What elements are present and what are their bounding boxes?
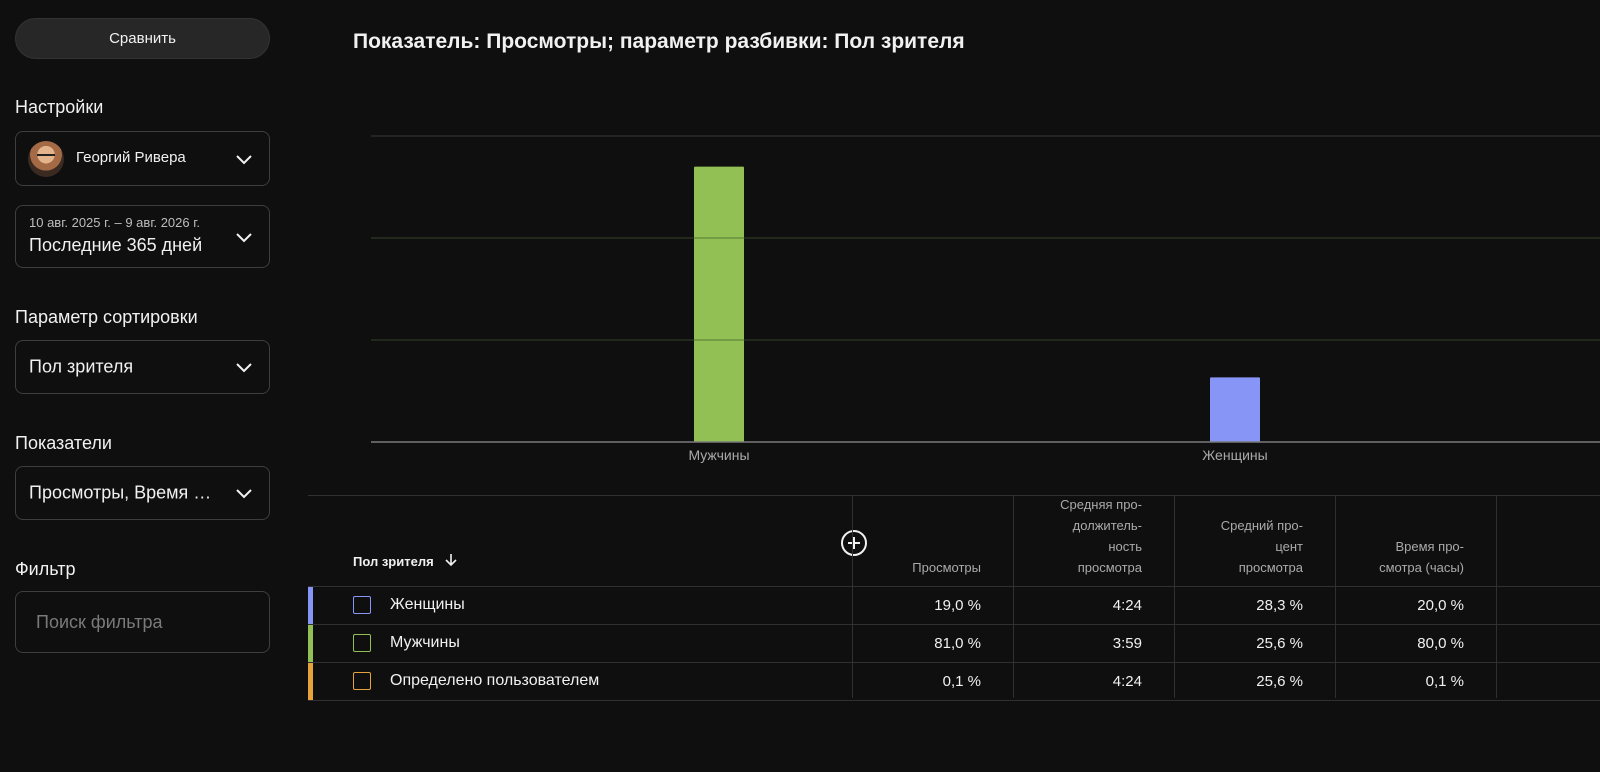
column-header-avg-view-duration[interactable]: Средняя про-должитель-ность просмотра	[1060, 497, 1142, 575]
chevron-down-icon	[235, 150, 253, 168]
table-cell: 0,1 %	[942, 673, 981, 690]
row-color-indicator	[308, 587, 313, 624]
row-color-indicator	[308, 625, 313, 662]
date-range-label: Последние 365 дней	[29, 235, 203, 255]
table-cell: 20,0 %	[1417, 597, 1464, 614]
sidebar: Сравнить Настройки Георгий Ривера 10 авг…	[0, 0, 290, 772]
date-range-dropdown[interactable]: 10 авг. 2025 г. – 9 авг. 2026 г. Последн…	[15, 205, 270, 268]
column-header-watch-time[interactable]: Время про-смотра (часы)	[1379, 539, 1464, 575]
category-label: Мужчины	[688, 447, 749, 463]
table-body: Женщины 19,0 % 4:24 28,3 % 20,0 % Мужчины 81,0…	[308, 587, 1600, 701]
bar-women[interactable]	[1210, 377, 1260, 442]
sort-heading: Параметр сортировки	[15, 307, 198, 327]
table-cell: 25,6 %	[1256, 635, 1303, 652]
column-header-avg-percent-viewed[interactable]: Средний про-цент просмотра	[1220, 518, 1303, 575]
table-row-user-defined[interactable]: Определено пользователем 0,1 % 4:24 25,6 % 0…	[308, 663, 1600, 701]
table-cell: 28,3 %	[1256, 597, 1303, 614]
data-table: Пол зрителя Просмотры Средняя про-должит…	[308, 495, 1600, 701]
category-label: Женщины	[1202, 447, 1267, 463]
table-cell: 81,0 %	[934, 635, 981, 652]
table-cell: 4:24	[1112, 673, 1142, 690]
avatar	[28, 141, 64, 177]
row-checkbox[interactable]	[353, 672, 371, 690]
chevron-down-icon	[235, 228, 253, 246]
row-label: Мужчины	[390, 634, 460, 651]
table-cell: 4:24	[1112, 597, 1142, 614]
table-cell: 0,1 %	[1425, 673, 1464, 690]
compare-button[interactable]: Сравнить	[15, 18, 270, 59]
chevron-down-icon	[235, 484, 253, 502]
sort-dropdown[interactable]: Пол зрителя	[15, 340, 270, 394]
bar-men[interactable]	[694, 166, 744, 442]
metrics-value: Просмотры, Время просмотра (часы)	[29, 482, 214, 503]
filter-heading: Фильтр	[15, 559, 76, 579]
row-label: Определено пользователем	[390, 672, 600, 689]
row-checkbox[interactable]	[353, 634, 371, 652]
filter-search-input[interactable]	[15, 591, 270, 653]
table-header: Пол зрителя Просмотры Средняя про-должит…	[308, 495, 1600, 587]
sort-column-header[interactable]: Пол зрителя	[353, 553, 458, 570]
dimension-header-label: Пол зрителя	[353, 554, 434, 569]
chart-title: Показатель: Просмотры; параметр разбивки…	[353, 30, 965, 53]
arrow-down-icon	[444, 553, 458, 570]
table-cell: 25,6 %	[1256, 673, 1303, 690]
table-cell: 80,0 %	[1417, 635, 1464, 652]
table-row-women[interactable]: Женщины 19,0 % 4:24 28,3 % 20,0 %	[308, 587, 1600, 625]
row-checkbox[interactable]	[353, 596, 371, 614]
column-header-views[interactable]: Просмотры	[912, 560, 981, 575]
settings-heading: Настройки	[15, 97, 104, 117]
row-label: Женщины	[390, 596, 465, 613]
account-name: Георгий Ривера	[76, 149, 186, 166]
metrics-dropdown[interactable]: Просмотры, Время просмотра (часы)	[15, 466, 270, 520]
chevron-down-icon	[235, 358, 253, 376]
row-color-indicator	[308, 663, 313, 700]
table-row-men[interactable]: Мужчины 81,0 % 3:59 25,6 % 80,0 %	[308, 625, 1600, 663]
account-dropdown[interactable]: Георгий Ривера	[15, 131, 270, 186]
metrics-heading: Показатели	[15, 433, 112, 453]
table-cell: 19,0 %	[934, 597, 981, 614]
table-cell: 3:59	[1112, 635, 1142, 652]
add-column-button[interactable]	[841, 530, 867, 556]
bar-chart: Мужчины Женщины	[371, 135, 1600, 463]
